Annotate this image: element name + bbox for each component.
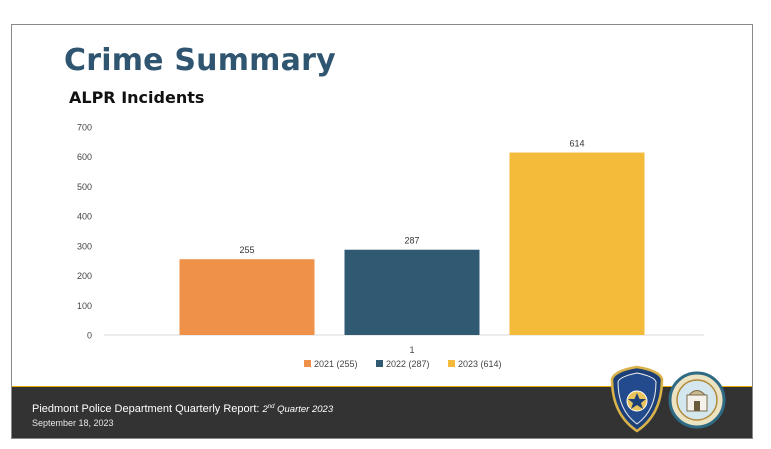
footer-quarter: 2nd Quarter 2023 — [263, 404, 334, 415]
bar-0 — [179, 259, 315, 335]
y-tick-label: 200 — [77, 271, 92, 281]
y-tick-label: 0 — [87, 331, 92, 341]
legend-swatch — [304, 360, 311, 367]
y-tick-label: 500 — [77, 182, 92, 192]
footer-date: September 18, 2023 — [32, 418, 114, 428]
footer-quarter-sup: nd — [267, 403, 275, 410]
chart-subtitle: ALPR Incidents — [69, 88, 205, 107]
legend-swatch — [376, 360, 383, 367]
data-label: 255 — [239, 245, 254, 255]
slide: Crime Summary ALPR Incidents 0 100 200 300 4… — [11, 24, 753, 439]
footer-quarter-num: 2 — [262, 404, 268, 415]
y-tick-label: 300 — [77, 241, 92, 251]
footer-quarter-rest: Quarter 2023 — [274, 404, 334, 415]
bar-2 — [509, 152, 645, 335]
legend-label: 2021 (255) — [314, 359, 358, 369]
page-title: Crime Summary — [64, 43, 336, 78]
footer-report-title: Piedmont Police Department Quarterly Rep… — [32, 403, 333, 415]
data-label: 287 — [404, 236, 419, 246]
city-seal-icon — [668, 371, 726, 429]
x-tick-label: 1 — [409, 345, 414, 355]
bar-chart: 0 100 200 300 400 500 600 700 255 287 614 1 2021 (25… — [77, 123, 704, 369]
y-tick-label: 100 — [77, 301, 92, 311]
y-tick-label: 600 — [77, 152, 92, 162]
footer-report-prefix: Piedmont Police Department Quarterly Rep… — [32, 403, 263, 415]
y-tick-label: 700 — [77, 123, 92, 133]
police-badge-icon — [610, 365, 664, 433]
data-label: 614 — [569, 139, 584, 149]
bar-1 — [344, 249, 480, 335]
legend-label: 2023 (614) — [458, 359, 502, 369]
y-tick-label: 400 — [77, 212, 92, 222]
legend-swatch — [448, 360, 455, 367]
legend-label: 2022 (287) — [386, 359, 430, 369]
